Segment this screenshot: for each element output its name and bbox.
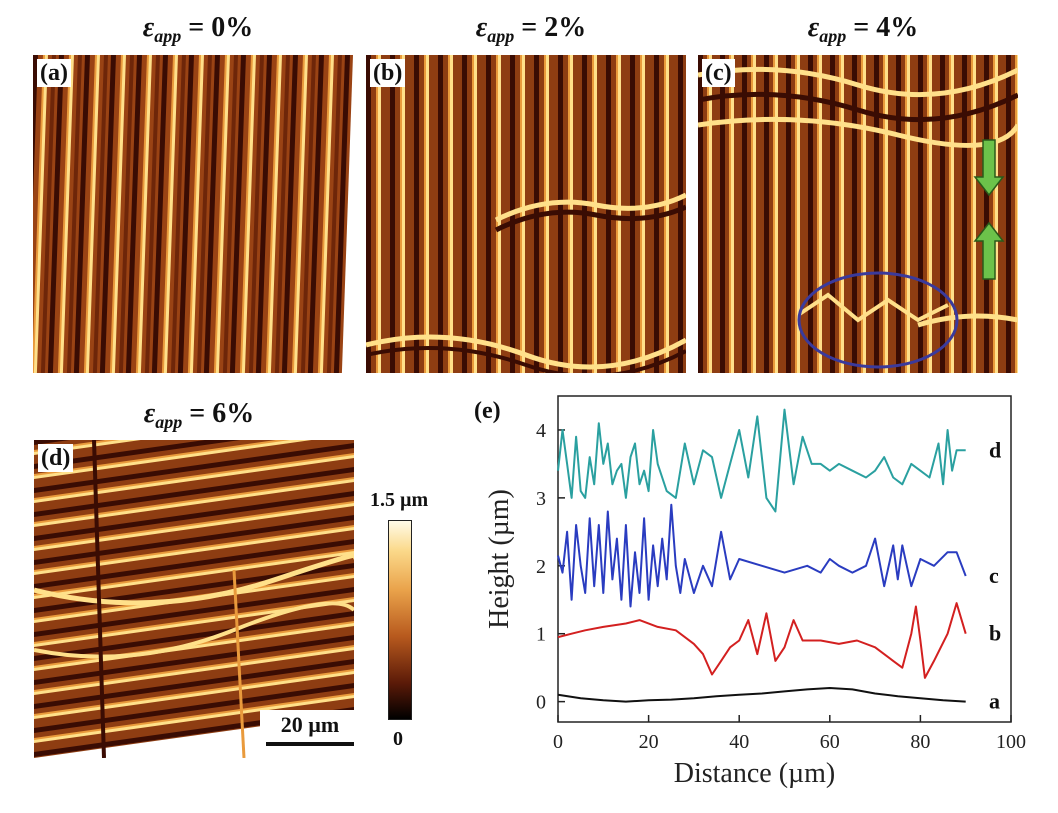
panel-b-afm-image: (b) <box>366 55 686 373</box>
afm-image-a <box>33 55 353 373</box>
scale-bar-label: 20 µm <box>280 712 340 737</box>
series-line-d <box>557 408 966 513</box>
y-axis-label: Height (µm) <box>484 489 515 629</box>
afm-image-b <box>366 55 686 373</box>
x-tick-label: 20 <box>639 731 659 753</box>
series-line-a <box>557 687 966 703</box>
afm-image-c <box>698 55 1018 373</box>
panel-a-afm-image: (a) <box>33 55 353 373</box>
x-axis-label: Distance (µm) <box>674 758 836 789</box>
y-tick-label: 0 <box>536 692 546 714</box>
panel-d-label: (d) <box>38 444 74 472</box>
x-tick-label: 80 <box>910 731 930 753</box>
panel-b-title: εapp = 2% <box>475 12 587 46</box>
plot-frame <box>557 395 1012 723</box>
series-label-d: d <box>989 437 1001 462</box>
panel-c-title: εapp = 4% <box>807 12 919 46</box>
series-line-b <box>557 602 967 679</box>
series-label-a: a <box>989 689 1000 714</box>
colorbar-max-label: 1.5 µm <box>370 489 429 511</box>
series-label-b: b <box>989 621 1001 646</box>
afm-image-d <box>34 440 354 758</box>
panel-a-title: εapp = 0% <box>142 12 254 46</box>
series-line-c <box>557 503 967 608</box>
colorbar-min-label: 0 <box>393 728 403 750</box>
colorbar <box>388 520 412 720</box>
x-tick-label: 40 <box>729 731 749 753</box>
height-profile-chart: 0 20 40 60 80 100 0 1 2 3 4 Distance (µm) Height (µm… <box>474 395 1026 789</box>
y-tick-label: 3 <box>536 488 546 510</box>
scale-bar-line <box>266 742 354 746</box>
panel-a-label: (a) <box>37 59 71 87</box>
panel-d-afm-image: (d) 20 µm <box>34 440 354 758</box>
panel-b-label: (b) <box>370 59 406 87</box>
y-tick-label: 1 <box>536 624 546 646</box>
x-tick-label: 0 <box>553 731 563 753</box>
panel-c-afm-image: (c) <box>698 55 1018 373</box>
x-tick-label: 60 <box>820 731 840 753</box>
y-tick-label: 4 <box>536 420 546 442</box>
panel-e-label: (e) <box>474 398 501 424</box>
panel-c-label: (c) <box>702 59 735 87</box>
panel-d-title: εapp = 6% <box>143 398 255 432</box>
x-tick-label: 100 <box>996 731 1026 753</box>
compression-arrows <box>973 139 1005 280</box>
series-label-c: c <box>989 563 999 588</box>
scale-bar: 20 µm <box>260 710 354 754</box>
defect-ellipse <box>797 271 959 369</box>
y-tick-label: 2 <box>536 556 546 578</box>
